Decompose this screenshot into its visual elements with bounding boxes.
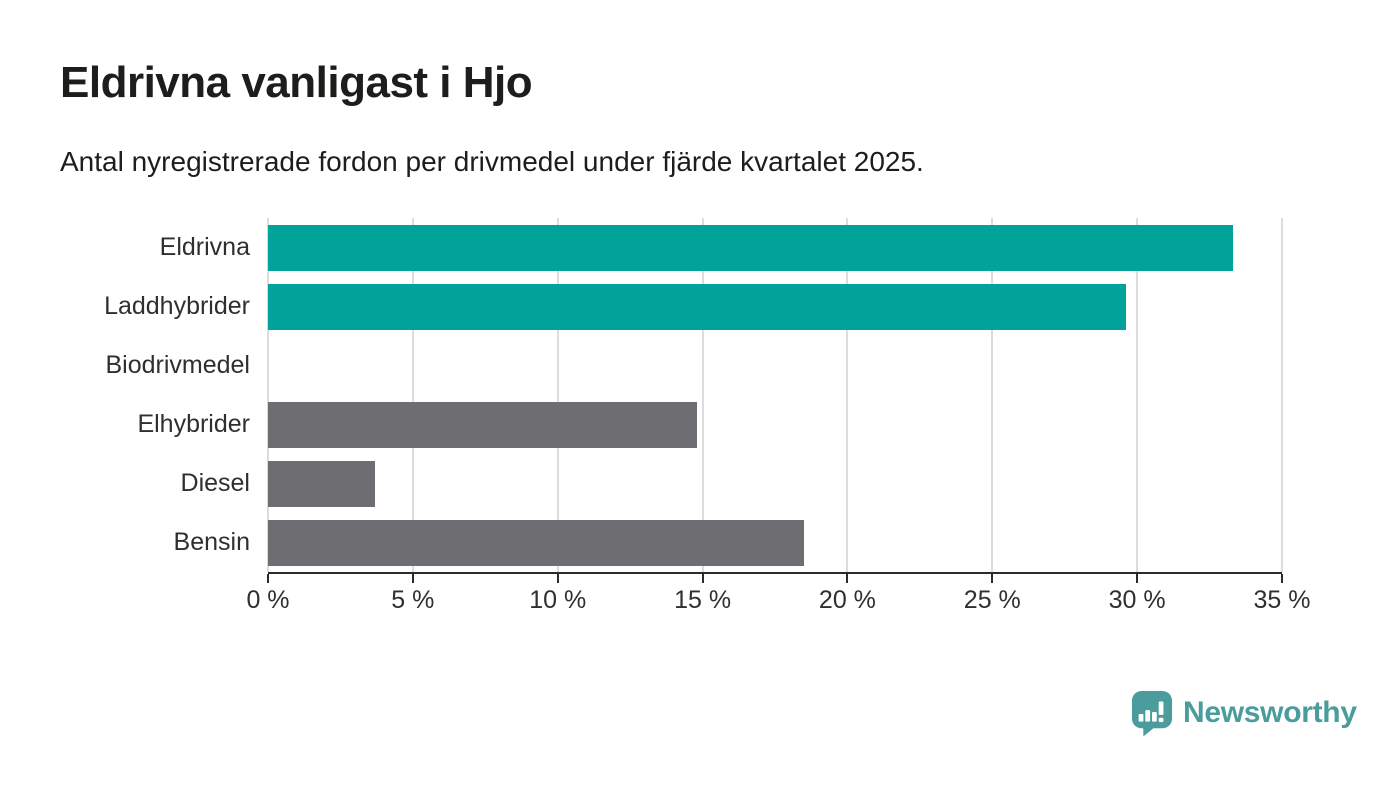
tick-label-35: 35 % <box>1253 586 1311 614</box>
chart-subtitle: Antal nyregistrerade fordon per drivmede… <box>60 146 924 177</box>
tick-label-20: 20 % <box>818 586 876 614</box>
category-label-biodrivmedel: Biodrivmedel <box>105 351 250 379</box>
category-label-laddhybrider: Laddhybrider <box>104 292 250 320</box>
plot-area <box>267 218 1283 574</box>
gridline-5 <box>411 218 414 572</box>
gridline-0 <box>267 218 269 572</box>
tick-label-5: 5 % <box>391 586 435 614</box>
gridline-35 <box>1281 218 1283 572</box>
gridline-25 <box>991 218 994 572</box>
gridline-20 <box>846 218 849 572</box>
x-axis: 0 % 5 % 10 % 15 % 20 % 25 % 30 % 35 % <box>246 574 1310 624</box>
y-axis-labels: Eldrivna Laddhybrider Biodrivmedel Elhybrid… <box>0 218 250 572</box>
tick-label-0: 0 % <box>246 586 290 614</box>
newsworthy-logo: Newsworthy <box>1131 688 1357 738</box>
tick-mark-35 <box>1281 574 1283 583</box>
gridline-30 <box>1136 218 1139 572</box>
tick-label-30: 30 % <box>1108 586 1166 614</box>
tick-mark-20 <box>846 574 849 583</box>
bar-laddhybrider <box>268 283 1126 330</box>
bar-diesel <box>268 460 376 507</box>
tick-mark-5 <box>411 574 414 583</box>
bar-eldrivna <box>268 224 1233 271</box>
category-label-elhybrider: Elhybrider <box>137 410 250 438</box>
tick-mark-15 <box>701 574 704 583</box>
bar-elhybrider <box>268 401 697 448</box>
category-label-bensin: Bensin <box>173 528 250 556</box>
bar-bensin <box>268 519 804 566</box>
page-title: Eldrivna vanligast i Hjo <box>60 58 533 107</box>
category-label-diesel: Diesel <box>180 469 250 497</box>
tick-label-25: 25 % <box>963 586 1021 614</box>
gridline-10 <box>556 218 559 572</box>
tick-mark-25 <box>991 574 994 583</box>
tick-label-10: 10 % <box>529 586 587 614</box>
tick-mark-0 <box>267 574 269 583</box>
newsworthy-logo-icon <box>1131 691 1173 737</box>
newsworthy-logo-text: Newsworthy <box>1183 696 1357 729</box>
category-label-eldrivna: Eldrivna <box>159 233 250 261</box>
gridline-15 <box>701 218 704 572</box>
tick-label-15: 15 % <box>674 586 732 614</box>
tick-mark-30 <box>1136 574 1139 583</box>
tick-mark-10 <box>556 574 559 583</box>
